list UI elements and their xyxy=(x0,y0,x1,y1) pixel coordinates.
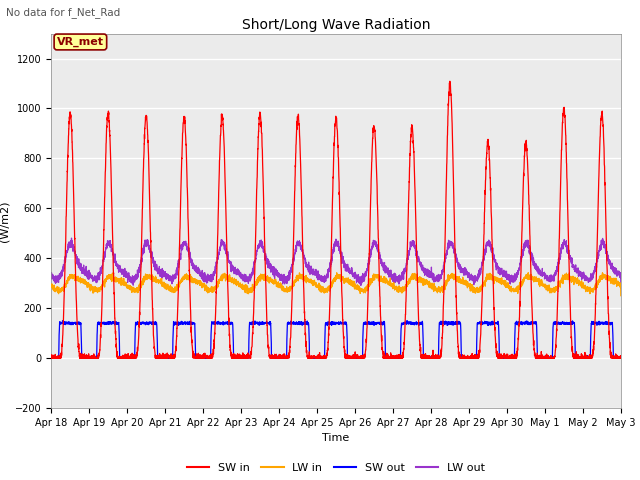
Y-axis label: (W/m2): (W/m2) xyxy=(0,200,10,241)
Text: No data for f_Net_Rad: No data for f_Net_Rad xyxy=(6,7,121,18)
X-axis label: Time: Time xyxy=(323,433,349,443)
Text: VR_met: VR_met xyxy=(57,37,104,47)
Legend: SW in, LW in, SW out, LW out: SW in, LW in, SW out, LW out xyxy=(183,458,489,477)
Title: Short/Long Wave Radiation: Short/Long Wave Radiation xyxy=(242,18,430,33)
